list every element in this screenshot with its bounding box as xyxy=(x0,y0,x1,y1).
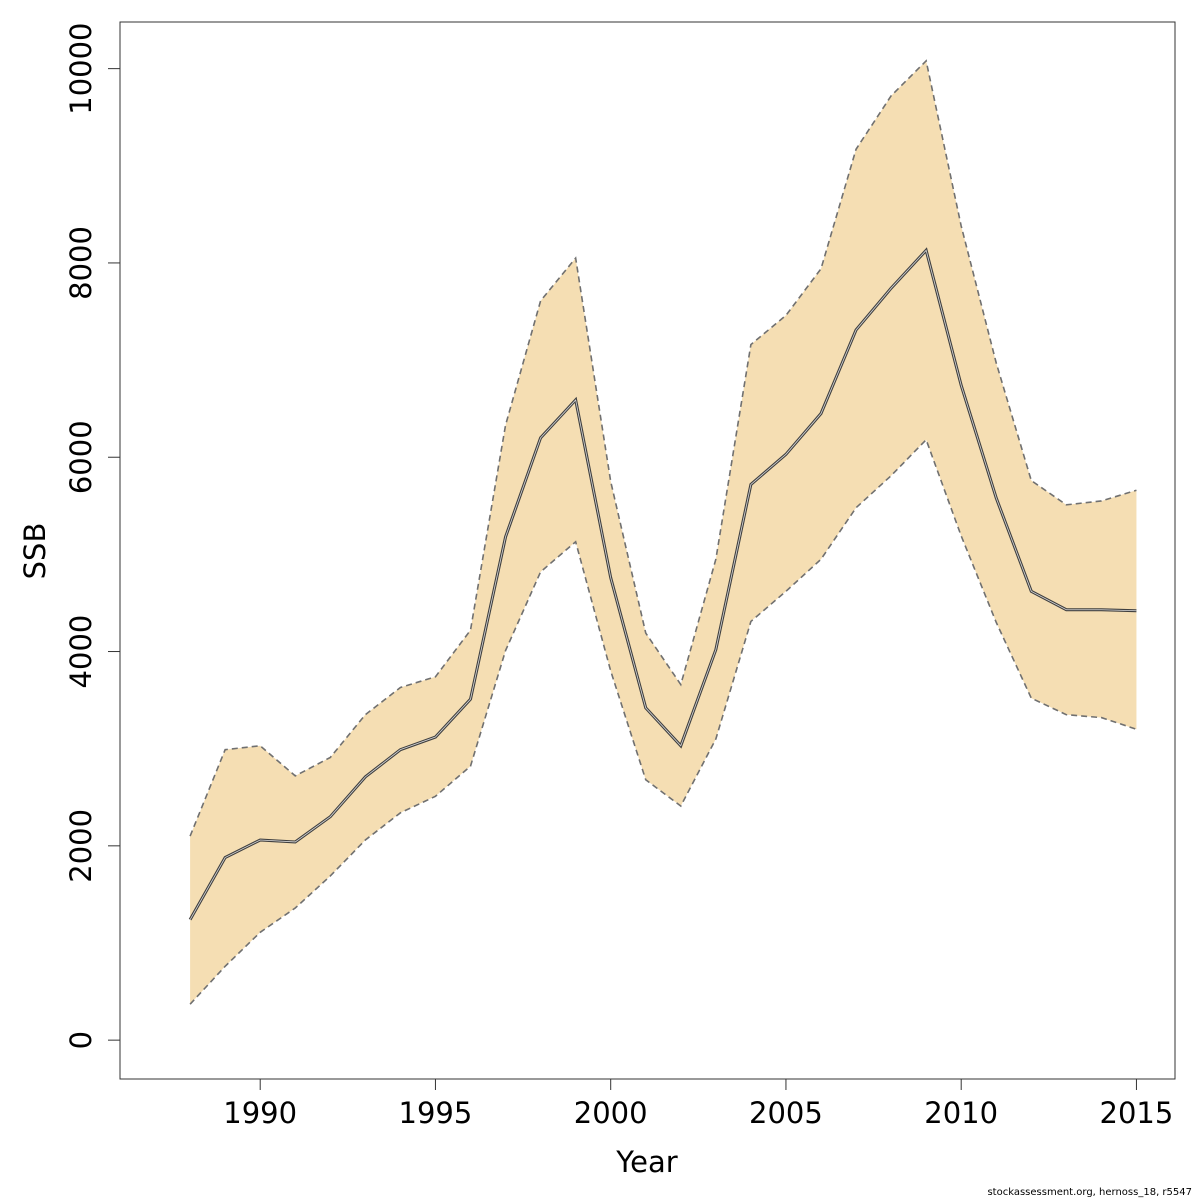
credit-text: stockassessment.org, hernoss_18, r5547 xyxy=(987,1187,1192,1198)
plot-layer xyxy=(188,59,1137,1005)
y-tick-label: 10000 xyxy=(64,22,98,114)
x-tick-label: 2005 xyxy=(749,1096,823,1130)
x-tick-label: 2010 xyxy=(924,1096,998,1130)
upper-bound-line xyxy=(189,59,1137,837)
x-axis: 1990 1995 2000 2005 2010 2015 xyxy=(223,1078,1174,1130)
x-tick-label: 2015 xyxy=(1100,1096,1174,1130)
y-tick-label: 2000 xyxy=(64,809,98,883)
y-tick-label: 0 xyxy=(64,1031,98,1049)
estimate-line-highlight xyxy=(189,249,1137,920)
y-tick-label: 4000 xyxy=(64,615,98,689)
y-axis: 0 2000 4000 6000 8000 10000 xyxy=(64,22,121,1049)
x-tick-label: 1995 xyxy=(399,1096,473,1130)
y-axis-label: SSB xyxy=(18,523,52,580)
y-tick-label: 6000 xyxy=(64,420,98,494)
y-tick-label: 8000 xyxy=(64,226,98,300)
lower-bound-line xyxy=(189,438,1137,1005)
confidence-band xyxy=(190,60,1137,1005)
x-tick-label: 1990 xyxy=(223,1096,297,1130)
x-tick-label: 2000 xyxy=(574,1096,648,1130)
x-axis-label: Year xyxy=(615,1145,677,1179)
